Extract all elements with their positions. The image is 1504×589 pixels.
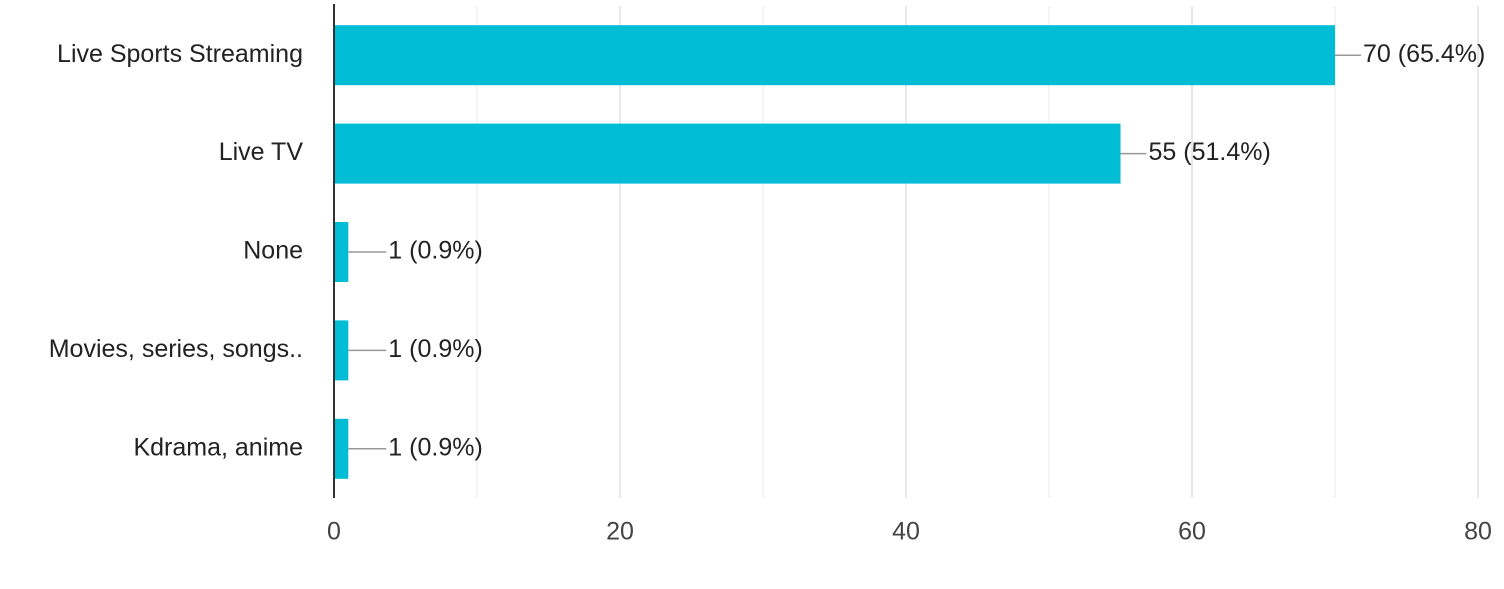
x-tick-label: 60 [1178, 518, 1206, 546]
value-label: 55 (51.4%) [1149, 138, 1271, 166]
y-tick-label: Live Sports Streaming [57, 40, 303, 68]
x-tick-label: 20 [606, 518, 634, 546]
bar [334, 222, 349, 282]
x-tick-label: 0 [327, 518, 341, 546]
bar [334, 123, 1121, 184]
value-label: 1 (0.9%) [388, 237, 482, 265]
y-tick-label: Movies, series, songs.. [49, 335, 303, 363]
y-tick-label: None [243, 237, 303, 265]
x-tick-label: 80 [1464, 518, 1492, 546]
x-tick-label: 40 [892, 518, 920, 546]
value-label: 1 (0.9%) [388, 335, 482, 363]
bar [334, 320, 349, 381]
value-label: 70 (65.4%) [1363, 40, 1485, 68]
y-tick-label: Kdrama, anime [133, 433, 303, 461]
value-label: 1 (0.9%) [388, 433, 482, 461]
bar [334, 418, 349, 479]
y-tick-label: Live TV [219, 138, 304, 166]
bar [334, 25, 1335, 86]
